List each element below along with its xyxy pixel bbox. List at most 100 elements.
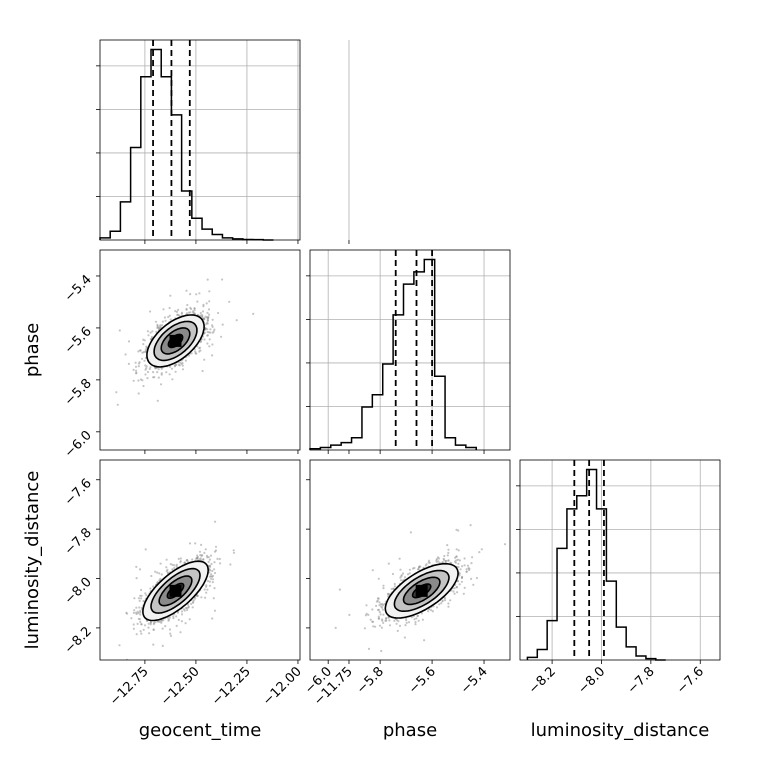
density-peak [169,584,182,597]
sample-point [421,618,424,621]
sample-point [145,345,148,348]
sample-point [184,359,187,362]
sample-point [193,307,196,310]
sample-point [201,554,204,557]
sample-point [374,625,377,628]
sample-point [208,575,212,578]
sample-point [503,543,507,546]
sample-point [180,620,183,623]
x-axis-label-phase: phase [383,720,437,741]
sample-point [139,378,143,381]
sample-point [446,554,449,557]
sample-point [409,531,412,534]
sample-point [127,362,130,365]
sample-point [158,327,161,330]
sample-point [457,566,460,569]
sample-point [166,571,169,574]
sample-point [140,588,143,592]
sample-point [181,364,184,367]
y-tick-label: −8.2 [62,624,95,657]
sample-point [435,560,438,563]
plot-layer: −12.75 −12.50 −12.25 −12.00 −11.75−6.0 −5.8 −5… [22,39,721,741]
sample-point [211,324,214,327]
sample-point [378,610,381,614]
sample-point [388,624,392,627]
sample-point [141,351,144,354]
histogram-panel-luminosity_distance [516,459,721,664]
sample-point [168,314,171,317]
sample-point [417,619,420,622]
y-tick-label: −5.4 [62,272,95,305]
histogram-frame [519,459,721,661]
sample-point [463,586,466,590]
sample-point [159,562,162,565]
sample-point [198,550,202,553]
sample-point [208,345,211,348]
sample-point [213,568,216,571]
sample-point [175,615,178,618]
panel-content [118,520,236,660]
sample-point [140,597,143,600]
sample-point [165,566,168,569]
sample-point [138,599,141,603]
sample-point [461,565,464,568]
sample-point [171,563,174,567]
sample-point [162,308,165,311]
sample-point [447,602,450,605]
sample-point [175,563,178,566]
sample-point [395,622,398,625]
sample-point [134,365,138,368]
sample-point [472,583,475,586]
sample-point [456,580,459,583]
sample-point [208,290,211,293]
sample-point [388,619,391,622]
sample-point [140,357,144,360]
sample-point [377,615,380,618]
sample-point [118,329,121,332]
sample-point [348,613,351,617]
x-tick-label: −8.0 [575,664,608,697]
sample-point [382,584,385,587]
sample-point [173,365,176,368]
sample-point [208,584,212,587]
sample-point [229,563,232,566]
scatter-panel-geocent_time-phase [94,249,350,454]
scatter-frame [99,249,301,451]
sample-point [149,331,152,334]
sample-point [406,573,410,576]
sample-point [204,315,207,318]
sample-point [192,601,195,604]
sample-point [384,617,388,620]
sample-point [427,559,431,562]
sample-point [152,628,155,632]
sample-point [217,311,220,315]
sample-point [115,391,118,394]
sample-point [382,621,385,625]
sample-point [213,328,216,331]
sample-point [199,314,202,317]
sample-point [424,564,427,567]
sample-point [457,549,460,552]
sample-point [435,606,439,609]
sample-point [513,541,515,543]
sample-point [156,324,159,328]
sample-point [387,616,390,619]
sample-point [398,557,401,560]
sample-point [452,590,455,593]
sample-point [417,566,421,569]
sample-point [201,315,204,318]
sample-point [458,559,461,562]
sample-point [168,628,172,631]
sample-point [365,604,368,607]
sample-point [174,310,177,313]
sample-point [144,548,147,551]
sample-point [157,368,160,371]
sample-point [378,601,381,604]
sample-point [381,608,384,611]
sample-point [161,324,164,327]
density-peak [169,334,182,347]
sample-point [457,562,460,565]
sample-point [420,612,423,615]
sample-point [169,294,172,297]
sample-point [94,365,96,367]
